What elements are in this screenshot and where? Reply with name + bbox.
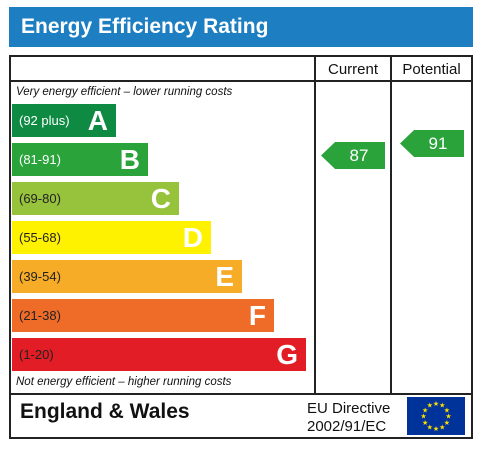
region-label: England & Wales bbox=[20, 400, 190, 423]
band-b: (81-91) B bbox=[12, 143, 148, 176]
band-f: (21-38) F bbox=[12, 299, 274, 332]
eu-star-icon: ★ bbox=[427, 423, 433, 431]
band-a: (92 plus) A bbox=[12, 104, 116, 137]
directive-line-1: EU Directive bbox=[307, 400, 391, 417]
eu-flag-stars: ★★★★★★★★★ ★ ★★ bbox=[420, 400, 451, 433]
band-g-letter: G bbox=[276, 338, 298, 370]
eu-star-icon: ★ bbox=[445, 413, 451, 421]
band-f-letter: F bbox=[248, 299, 266, 331]
eu-star-icon: ★ bbox=[439, 402, 445, 410]
band-c: (69-80) C bbox=[12, 182, 179, 215]
inefficient-note: Not energy efficient – higher running co… bbox=[16, 376, 232, 388]
eu-star-icon: ★ bbox=[444, 419, 450, 427]
current-rating-value: 87 bbox=[349, 145, 369, 165]
band-d-letter: D bbox=[182, 221, 203, 253]
current-rating-arrow: 87 bbox=[321, 142, 385, 169]
directive-line-2: 2002/91/EC bbox=[307, 418, 387, 435]
band-d-range: (55-68) bbox=[19, 230, 61, 245]
potential-column-header: Potential bbox=[402, 60, 461, 78]
band-d: (55-68) D bbox=[12, 221, 211, 254]
eu-star-icon: ★ bbox=[420, 413, 426, 421]
efficient-note: Very energy efficient – lower running co… bbox=[16, 86, 233, 98]
current-column-header: Current bbox=[327, 60, 379, 78]
page-title: Energy Efficiency Rating bbox=[9, 7, 473, 47]
current-column-divider bbox=[314, 55, 316, 395]
eu-star-icon: ★ bbox=[439, 423, 445, 431]
footer-divider bbox=[9, 393, 473, 395]
rating-table bbox=[9, 55, 473, 439]
band-c-range: (69-80) bbox=[19, 191, 61, 206]
eu-star-icon: ★ bbox=[427, 402, 433, 410]
header-divider bbox=[9, 80, 473, 82]
directive-label: EU Directive 2002/91/EC bbox=[307, 400, 390, 436]
eu-flag-icon: ★ ★ ★ ★ ★ ★ ★ ★ ★ ★ ★ ★ bbox=[407, 397, 465, 435]
eu-star-icon: ★ bbox=[422, 406, 428, 414]
band-a-range: (92 plus) bbox=[19, 113, 70, 128]
band-c-letter: C bbox=[150, 182, 171, 214]
eu-star-icon: ★ bbox=[422, 419, 428, 427]
potential-rating-value: 91 bbox=[428, 133, 448, 153]
band-a-letter: A bbox=[87, 104, 108, 136]
eu-star-icon: ★ bbox=[444, 406, 450, 414]
band-b-range: (81-91) bbox=[19, 152, 61, 167]
band-g: (1-20) G bbox=[12, 338, 306, 371]
band-g-range: (1-20) bbox=[19, 347, 54, 362]
band-e-letter: E bbox=[215, 260, 234, 292]
potential-rating-arrow: 91 bbox=[400, 130, 464, 157]
band-b-letter: B bbox=[119, 143, 140, 175]
band-e-range: (39-54) bbox=[19, 269, 61, 284]
band-f-range: (21-38) bbox=[19, 308, 61, 323]
eu-star-icon: ★ bbox=[433, 425, 439, 433]
eu-star-icon: ★ bbox=[433, 400, 439, 408]
potential-column-divider bbox=[390, 55, 392, 395]
band-e: (39-54) E bbox=[12, 260, 242, 293]
